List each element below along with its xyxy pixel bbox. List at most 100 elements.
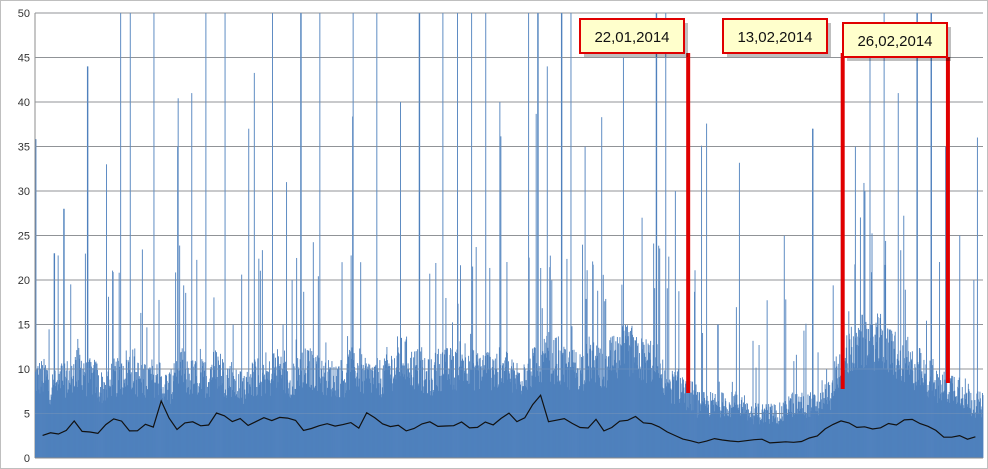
bar	[198, 383, 200, 458]
bar	[696, 394, 697, 458]
bar	[424, 358, 426, 458]
bar	[348, 356, 350, 458]
bar	[482, 360, 484, 458]
bar	[232, 372, 234, 458]
bar	[186, 361, 188, 458]
bar	[958, 377, 960, 458]
bar	[662, 392, 664, 458]
bar	[387, 366, 389, 458]
bar	[600, 386, 602, 458]
bar	[594, 367, 596, 458]
bar	[975, 412, 977, 458]
bar	[980, 409, 982, 458]
bar	[696, 417, 698, 458]
bar	[976, 137, 978, 459]
bar	[189, 394, 191, 458]
bar	[432, 395, 434, 458]
bar	[759, 424, 761, 458]
bar	[269, 380, 271, 458]
bar	[979, 391, 981, 458]
bar	[671, 370, 673, 458]
bar	[874, 334, 876, 458]
bar	[465, 357, 467, 458]
bar	[791, 392, 793, 458]
bar	[585, 382, 587, 458]
bar	[957, 386, 959, 458]
bar	[577, 368, 579, 458]
bar	[143, 379, 145, 458]
bar	[911, 358, 913, 458]
bar	[481, 380, 483, 458]
bar	[514, 378, 516, 458]
bar	[105, 384, 106, 458]
line-series	[42, 393, 976, 444]
bar	[539, 371, 541, 458]
bar	[265, 352, 267, 458]
bar	[659, 248, 661, 458]
bar	[445, 297, 447, 458]
bar	[70, 284, 72, 458]
bar	[459, 341, 461, 458]
bar	[291, 395, 293, 458]
bar	[385, 364, 387, 458]
bar	[191, 93, 193, 458]
bar	[78, 347, 80, 458]
bar	[732, 407, 734, 458]
bar	[152, 379, 154, 458]
bar	[340, 383, 341, 458]
bar	[84, 371, 86, 458]
bar	[847, 373, 849, 458]
bar	[806, 413, 808, 458]
bar	[966, 406, 968, 458]
bar	[730, 407, 732, 458]
bar	[242, 378, 244, 458]
bar	[336, 376, 337, 458]
bar	[439, 391, 441, 458]
bar	[317, 276, 319, 458]
bar	[198, 386, 200, 458]
bar	[50, 394, 52, 458]
bar	[936, 370, 938, 458]
bar	[585, 298, 587, 458]
bar	[877, 313, 879, 458]
bar	[52, 374, 54, 458]
bar	[936, 402, 938, 458]
bar	[865, 338, 866, 458]
bar	[771, 409, 773, 458]
bar	[770, 407, 772, 458]
bar	[919, 385, 921, 458]
bar	[118, 272, 120, 458]
bar	[897, 354, 899, 458]
bar	[292, 386, 294, 458]
bar	[567, 362, 569, 458]
bar	[357, 363, 359, 458]
bar	[234, 379, 236, 458]
bar	[49, 403, 51, 458]
bar	[920, 353, 922, 458]
bar	[679, 377, 681, 458]
bar	[230, 396, 232, 458]
bar	[700, 410, 702, 458]
bar	[354, 370, 356, 458]
bar	[719, 410, 721, 458]
bar	[856, 344, 858, 458]
bar	[61, 365, 63, 458]
bar	[397, 336, 398, 458]
bar	[757, 417, 758, 458]
bar	[160, 376, 161, 458]
bar	[734, 404, 736, 458]
bar	[265, 372, 267, 458]
bar	[111, 384, 113, 458]
bar	[646, 383, 648, 458]
y-tick-label: 25	[18, 231, 30, 243]
bar	[968, 391, 970, 458]
bar	[618, 368, 620, 458]
bar	[891, 333, 893, 458]
bar	[909, 374, 911, 458]
bar	[127, 385, 129, 458]
bar	[249, 386, 251, 458]
bar	[179, 352, 181, 458]
bar	[942, 374, 944, 458]
bar	[763, 409, 765, 458]
bar	[716, 406, 718, 458]
